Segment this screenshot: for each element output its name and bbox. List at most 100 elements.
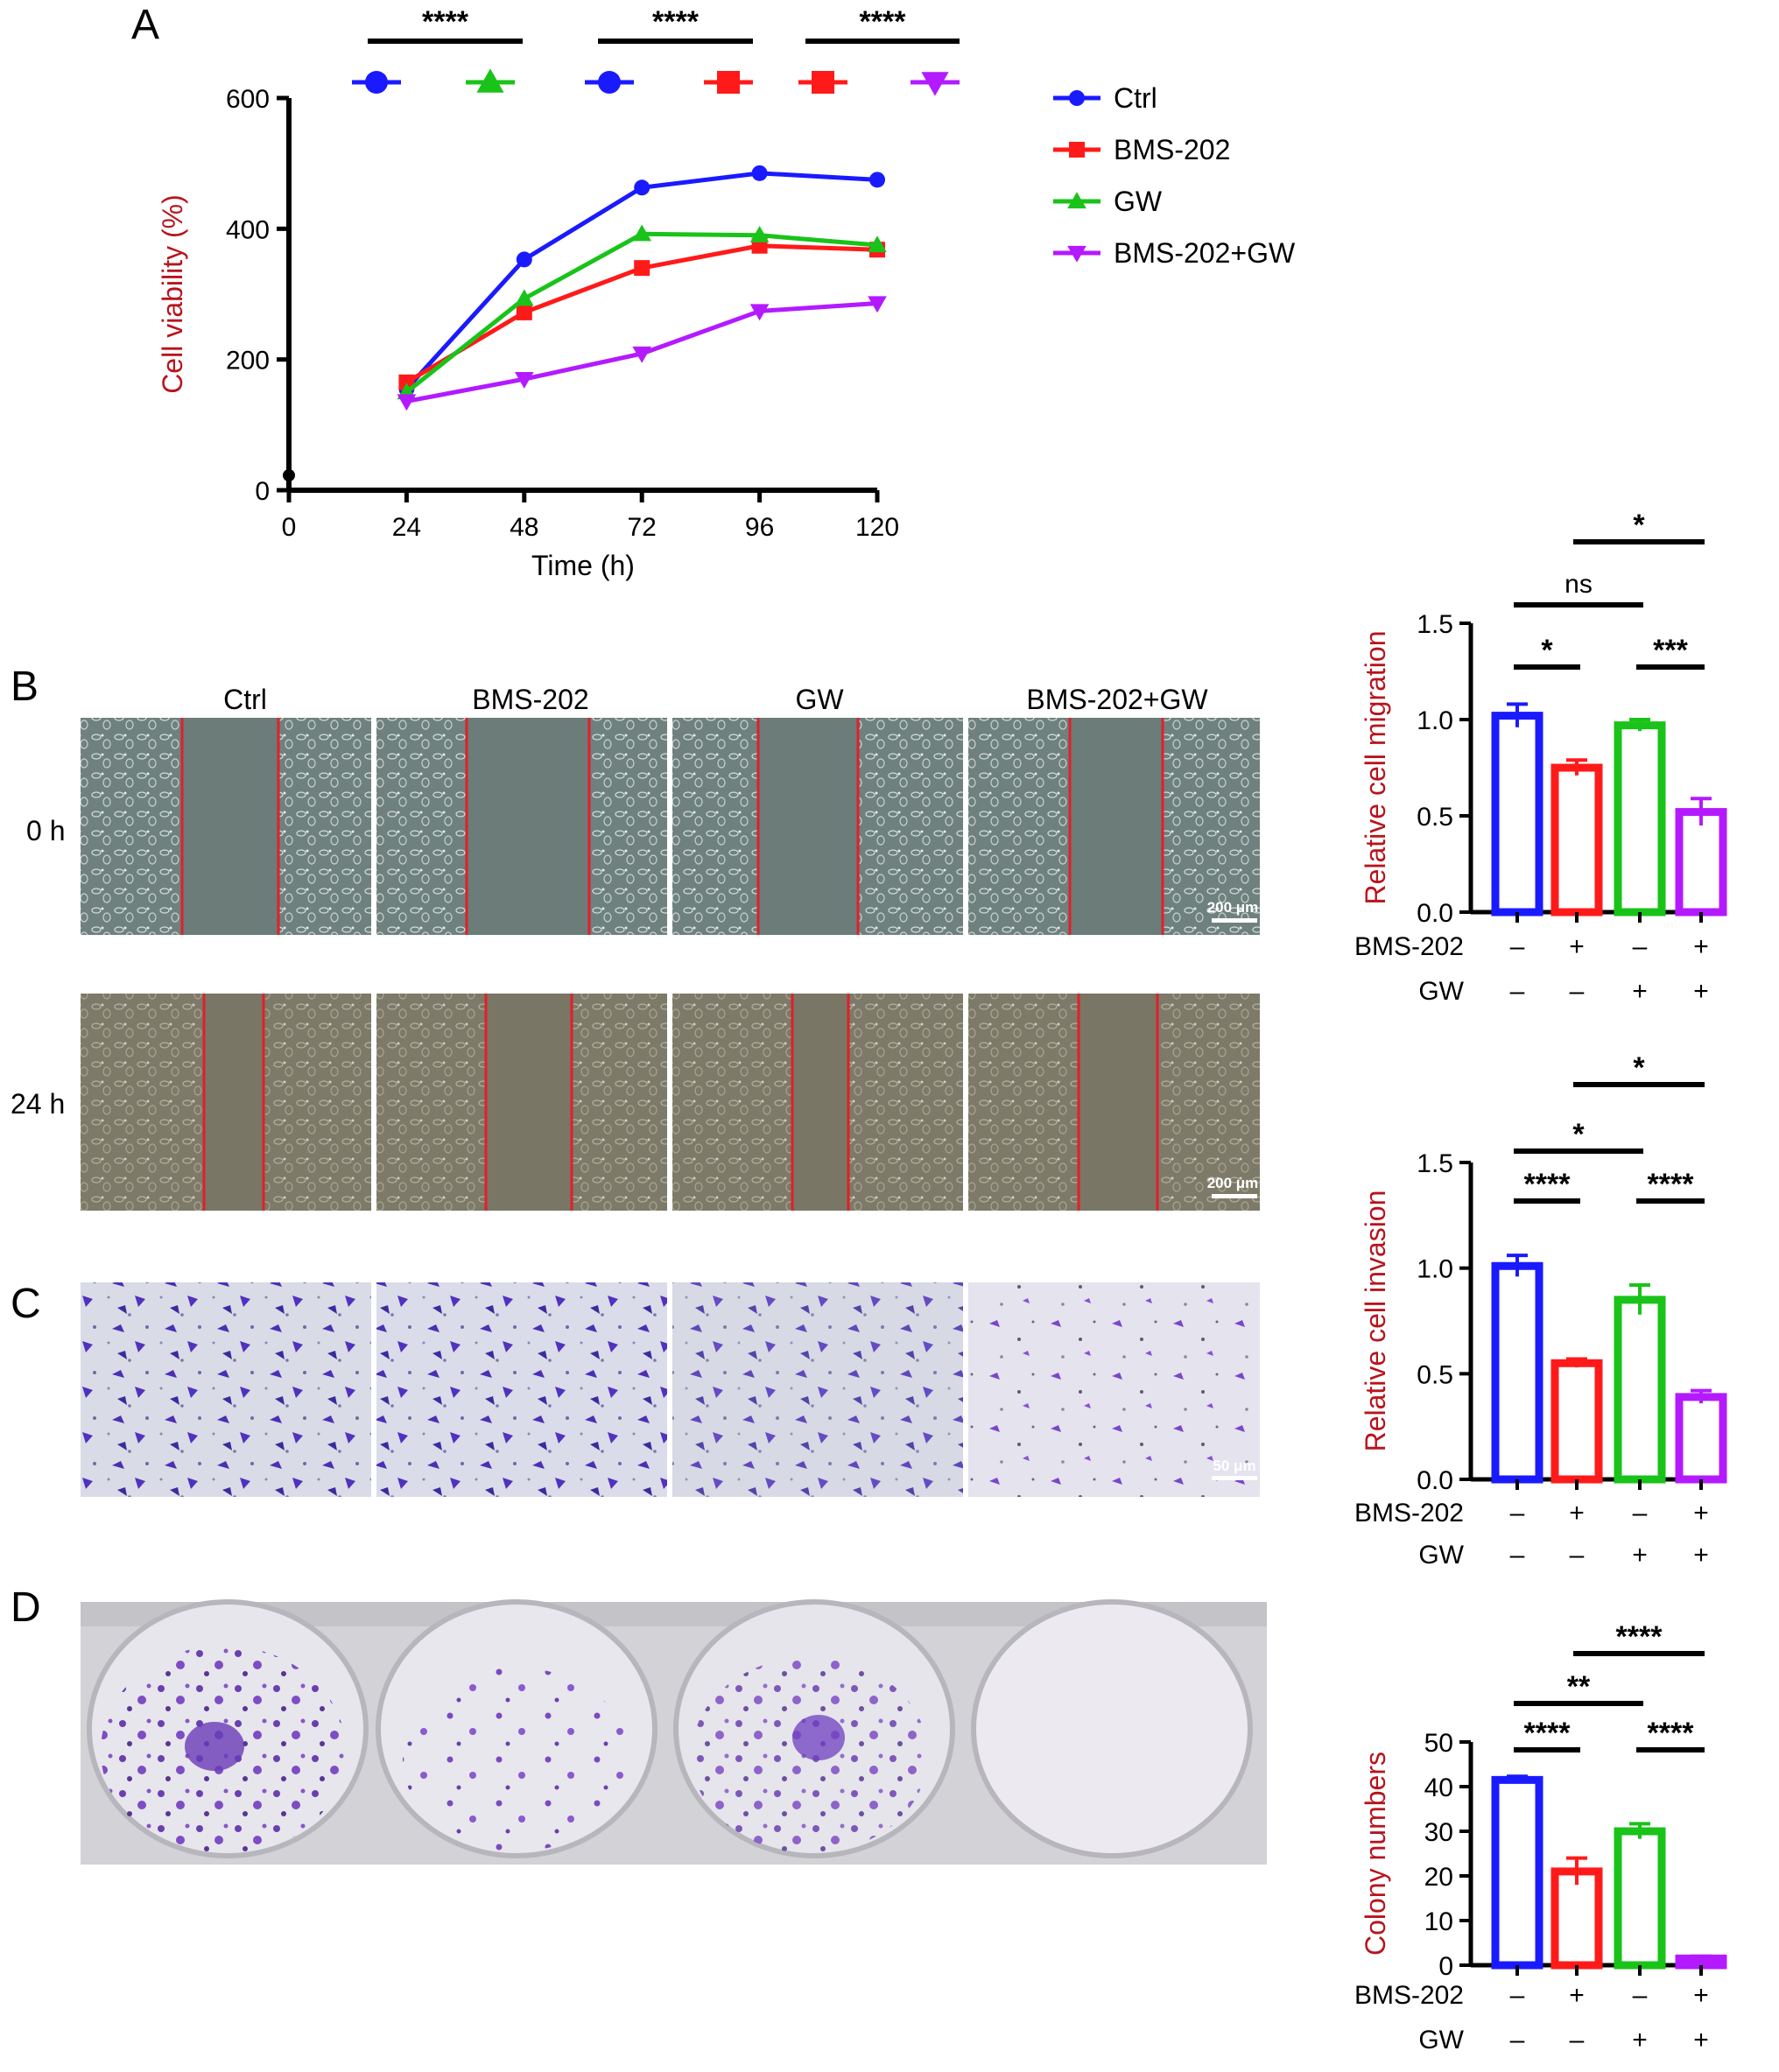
scale-bar-label: 50 μm (1213, 1457, 1255, 1474)
y-axis-title: Cell viability (%) (157, 194, 188, 394)
data-point (515, 289, 534, 306)
condition-mark: – (1633, 1981, 1648, 2010)
data-point (516, 251, 532, 268)
condition-mark: + (1569, 1499, 1585, 1528)
condition-mark: – (1510, 932, 1525, 961)
bar (1614, 1827, 1666, 1970)
y-tick-label: 1.0 (1417, 1255, 1453, 1284)
panel-a: A 0 200 400 600 0 24 48 72 96 120 Time (h) Cell via… (131, 2, 1296, 581)
significance-marker (812, 71, 834, 94)
y-tick-label: 0.5 (1417, 803, 1453, 832)
significance-label: * (1541, 634, 1553, 667)
well-gw (673, 1599, 955, 1858)
condition-name: BMS-202 (1354, 1981, 1464, 2010)
data-point (868, 296, 887, 313)
transwell-image-combo: 50 μm (968, 1282, 1260, 1497)
x-tick-label: 0 (282, 513, 297, 542)
well-bms202 (376, 1599, 657, 1858)
legend-label: GW (1114, 186, 1163, 217)
y-tick-label: 1.5 (1417, 610, 1453, 639)
significance-label: *** (1653, 634, 1688, 667)
viability-significance: **** **** **** (352, 5, 960, 96)
significance-label: * (1572, 1118, 1585, 1151)
y-axis-title: Relative cell migration (1360, 630, 1391, 904)
condition-mark: – (1570, 1541, 1585, 1570)
y-tick-label: 40 (1424, 1773, 1453, 1802)
significance-label: ** (1567, 1670, 1591, 1703)
panel-b: B Ctrl BMS-202 GW BMS-202+GW 0 h 24 h 20… (11, 664, 1260, 1211)
condition-mark: + (1693, 977, 1709, 1006)
y-axis-title: Relative cell invasion (1360, 1191, 1391, 1452)
scale-bar-label: 200 μm (1207, 899, 1259, 916)
condition-mark: + (1693, 2026, 1709, 2054)
significance-label: **** (1524, 1168, 1572, 1201)
condition-name: BMS-202 (1354, 1499, 1464, 1528)
wound-gap (182, 718, 278, 935)
significance-stars: **** (422, 5, 469, 39)
condition-name: GW (1418, 2026, 1464, 2054)
colony-plate-photo (81, 1599, 1267, 1865)
legend-label: Ctrl (1114, 82, 1157, 114)
bar (1675, 1393, 1727, 1484)
wound-gap (792, 994, 848, 1211)
x-tick-label: 24 (392, 513, 421, 542)
significance-stars: **** (652, 5, 700, 39)
condition-mark: + (1632, 1541, 1648, 1570)
wound-gap (1079, 994, 1157, 1211)
condition-mark: – (1633, 932, 1648, 961)
significance-label: **** (1648, 1717, 1695, 1750)
significance-label: * (1633, 1051, 1645, 1085)
condition-name: GW (1418, 1541, 1464, 1570)
condition-mark: + (1632, 977, 1648, 1006)
viability-line-chart: 0 200 400 600 0 24 48 72 96 120 Time (h) Cell viabi… (157, 85, 899, 581)
y-tick-label: 400 (226, 215, 270, 244)
wound-gap (758, 718, 858, 935)
x-tick-label: 120 (855, 513, 899, 542)
wound-image-gw (672, 994, 963, 1211)
significance-label: **** (1648, 1168, 1695, 1201)
bar (1614, 721, 1666, 917)
y-tick-label: 30 (1424, 1818, 1453, 1847)
y-axis-title: Colony numbers (1360, 1752, 1391, 1956)
scale-bar (1212, 1476, 1257, 1480)
condition-mark: + (1693, 932, 1709, 961)
y-tick-label: 0 (255, 477, 270, 506)
panel-d-letter: D (11, 1584, 41, 1631)
y-tick-label: 10 (1424, 1907, 1453, 1936)
condition-mark: – (1510, 1541, 1525, 1570)
transwell-image-bms202 (376, 1282, 667, 1497)
wound-image-gw (672, 718, 963, 935)
bar (1550, 763, 1603, 917)
significance-marker (476, 68, 504, 93)
y-tick-label: 20 (1424, 1863, 1453, 1892)
significance-label: **** (1616, 1620, 1663, 1654)
y-tick-label: 0.0 (1417, 1466, 1453, 1495)
column-header-ctrl: Ctrl (223, 684, 267, 715)
legend-marker (1067, 245, 1086, 263)
well-combo (971, 1599, 1253, 1858)
condition-mark: + (1569, 932, 1585, 961)
wound-gap (1070, 718, 1163, 935)
y-tick-label: 1.5 (1417, 1149, 1453, 1178)
panel-c-letter: C (11, 1281, 41, 1327)
y-tick-label: 0.5 (1417, 1360, 1453, 1389)
condition-mark: + (1632, 2026, 1648, 2054)
wound-gap (204, 994, 264, 1211)
panel-b-letter: B (11, 664, 39, 710)
wound-image-combo: 200 μm (968, 994, 1260, 1211)
data-point (751, 165, 768, 181)
wound-image-bms202 (376, 994, 667, 1211)
condition-mark: + (1693, 1981, 1709, 2010)
data-point (516, 304, 532, 320)
wound-row-0h: 200 μm (81, 718, 1260, 935)
wound-gap (467, 718, 589, 935)
significance-label: **** (1524, 1717, 1572, 1750)
column-header-combo: BMS-202+GW (1026, 684, 1208, 715)
bar (1550, 1867, 1603, 1970)
well-ctrl (87, 1599, 369, 1858)
condition-name: GW (1418, 977, 1464, 1006)
condition-mark: + (1693, 1541, 1709, 1570)
condition-mark: – (1633, 1499, 1648, 1528)
